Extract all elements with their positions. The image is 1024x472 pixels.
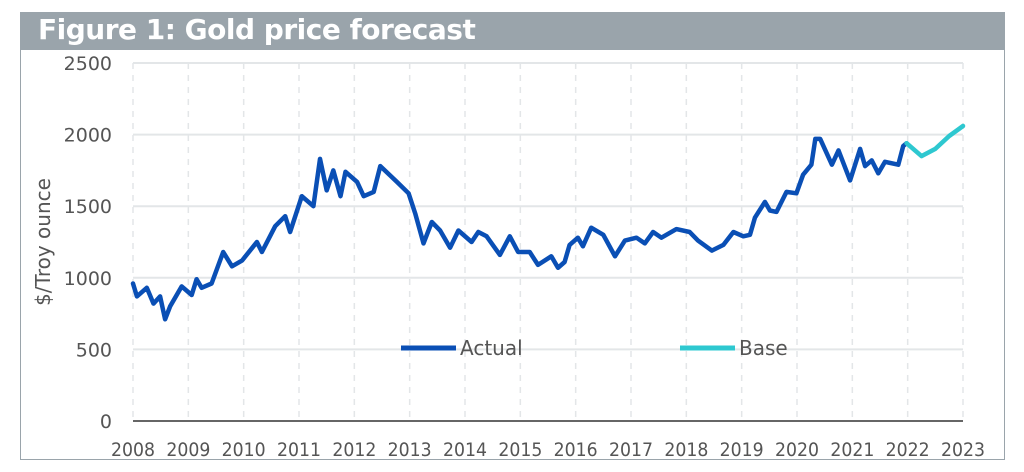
x-tick-label: 2009 xyxy=(166,439,210,461)
legend-label-base: Base xyxy=(739,336,788,360)
x-tick-label: 2022 xyxy=(886,439,930,461)
y-tick-label: 2500 xyxy=(64,53,112,75)
x-tick-label: 2014 xyxy=(443,439,487,461)
series-line-actual xyxy=(130,136,909,322)
y-tick-label: 1500 xyxy=(64,196,112,218)
y-tick-label: 500 xyxy=(76,339,112,361)
x-tick-label: 2013 xyxy=(388,439,432,461)
chart-title: Figure 1: Gold price forecast xyxy=(38,13,476,46)
y-tick-label: 0 xyxy=(100,411,112,433)
x-tick-label: 2008 xyxy=(111,439,155,461)
gridlines xyxy=(132,62,964,421)
x-tick-label: 2023 xyxy=(941,439,985,461)
y-axis-label: $/Troy ounce xyxy=(31,178,55,306)
x-tick-label: 2017 xyxy=(609,439,653,461)
legend: Actual Base xyxy=(401,336,788,360)
x-tick-label: 2018 xyxy=(664,439,708,461)
y-tick-label: 1000 xyxy=(64,268,112,290)
y-tick-label: 2000 xyxy=(64,125,112,147)
x-tick-label: 2015 xyxy=(498,439,542,461)
x-tick-label: 2012 xyxy=(332,439,376,461)
title-bar xyxy=(20,12,1005,50)
x-axis-ticks: 2008 2009 2010 2011 2012 2013 2014 2015 2016 2017… xyxy=(111,439,985,461)
x-tick-label: 2020 xyxy=(775,439,819,461)
x-tick-label: 2010 xyxy=(222,439,266,461)
x-tick-label: 2011 xyxy=(277,439,321,461)
chart-frame xyxy=(20,12,1005,460)
x-tick-label: 2016 xyxy=(554,439,598,461)
series-lines xyxy=(130,123,966,322)
x-tick-label: 2019 xyxy=(720,439,764,461)
legend-label-actual: Actual xyxy=(460,336,523,360)
y-axis-ticks: 0 500 1000 1500 2000 2500 xyxy=(64,53,112,433)
series-line-base xyxy=(904,123,966,159)
x-tick-label: 2021 xyxy=(830,439,874,461)
